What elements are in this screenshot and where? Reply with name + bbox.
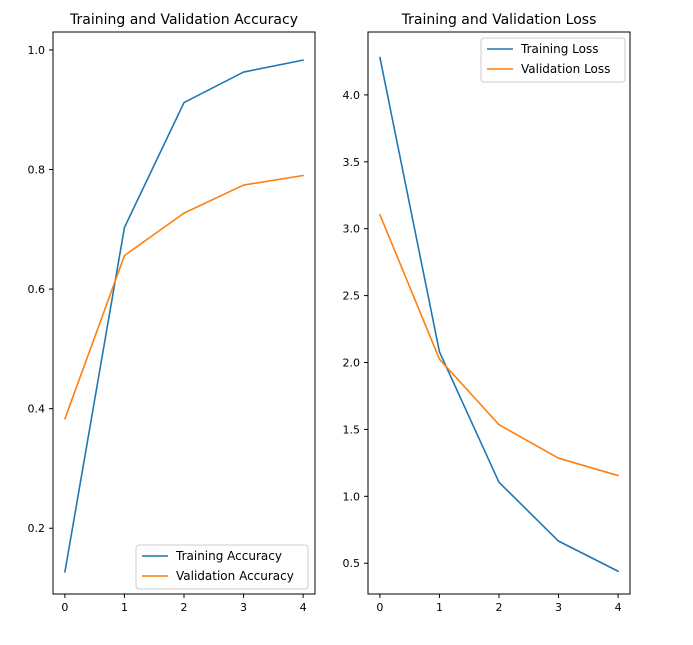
accuracy-ticks: 0 1 2 3 4 0.2 0.4 0.6 0.8 1.0 xyxy=(28,44,307,614)
loss-x-tick-label: 3 xyxy=(555,601,562,614)
loss-y-tick-label: 3.0 xyxy=(343,223,361,236)
accuracy-y-tick-label: 0.2 xyxy=(28,522,46,535)
loss-legend-frame xyxy=(480,37,626,83)
loss-axes-frame xyxy=(367,31,631,595)
loss-y-tick-label: 2.0 xyxy=(343,357,361,370)
loss-panel: Training and Validation Loss 0 1 2 3 4 0.5 1.0… xyxy=(343,12,631,614)
accuracy-series-lines xyxy=(64,59,304,573)
loss-y-tick-label: 3.5 xyxy=(343,156,361,169)
accuracy-x-tick-label: 1 xyxy=(121,601,128,614)
accuracy-y-tick-label: 0.8 xyxy=(28,164,46,177)
loss-series-lines xyxy=(379,56,619,573)
accuracy-series-line-0 xyxy=(64,59,304,573)
accuracy-x-tick-label: 2 xyxy=(181,601,188,614)
accuracy-panel: Training and Validation Accuracy 0 1 2 3 4 0.… xyxy=(28,12,316,614)
accuracy-y-tick-label: 1.0 xyxy=(28,44,46,57)
accuracy-y-tick-label: 0.4 xyxy=(28,403,46,416)
loss-ticks: 0 1 2 3 4 0.5 1.0 1.5 2.0 2.5 3.0 3.5 4.0 xyxy=(343,89,622,614)
loss-x-tick-label: 2 xyxy=(496,601,503,614)
loss-x-tick-label: 0 xyxy=(376,601,383,614)
accuracy-axes-frame xyxy=(52,31,316,595)
loss-x-tick-label: 1 xyxy=(436,601,443,614)
loss-y-tick-label: 1.0 xyxy=(343,490,361,503)
loss-series-line-1 xyxy=(379,213,619,477)
accuracy-series-line-1 xyxy=(64,174,304,420)
loss-chart-title: Training and Validation Loss xyxy=(401,12,597,28)
loss-y-tick-label: 2.5 xyxy=(343,290,361,303)
loss-series-line-0 xyxy=(379,56,619,573)
loss-legend-label-0: Training Loss xyxy=(520,42,598,56)
accuracy-legend: Training Accuracy Validation Accuracy xyxy=(135,544,309,590)
accuracy-legend-label-0: Training Accuracy xyxy=(175,549,282,563)
accuracy-chart-title: Training and Validation Accuracy xyxy=(69,12,298,28)
accuracy-x-tick-label: 0 xyxy=(61,601,68,614)
loss-legend: Training Loss Validation Loss xyxy=(480,37,626,83)
accuracy-y-tick-label: 0.6 xyxy=(28,283,46,296)
loss-y-tick-label: 4.0 xyxy=(343,89,361,102)
loss-y-tick-label: 0.5 xyxy=(343,557,361,570)
accuracy-legend-frame xyxy=(135,544,309,590)
loss-legend-label-1: Validation Loss xyxy=(521,62,610,76)
loss-y-tick-label: 1.5 xyxy=(343,423,361,436)
loss-x-tick-label: 4 xyxy=(615,601,622,614)
accuracy-legend-label-1: Validation Accuracy xyxy=(176,569,294,583)
accuracy-x-tick-label: 3 xyxy=(240,601,247,614)
accuracy-x-tick-label: 4 xyxy=(300,601,307,614)
